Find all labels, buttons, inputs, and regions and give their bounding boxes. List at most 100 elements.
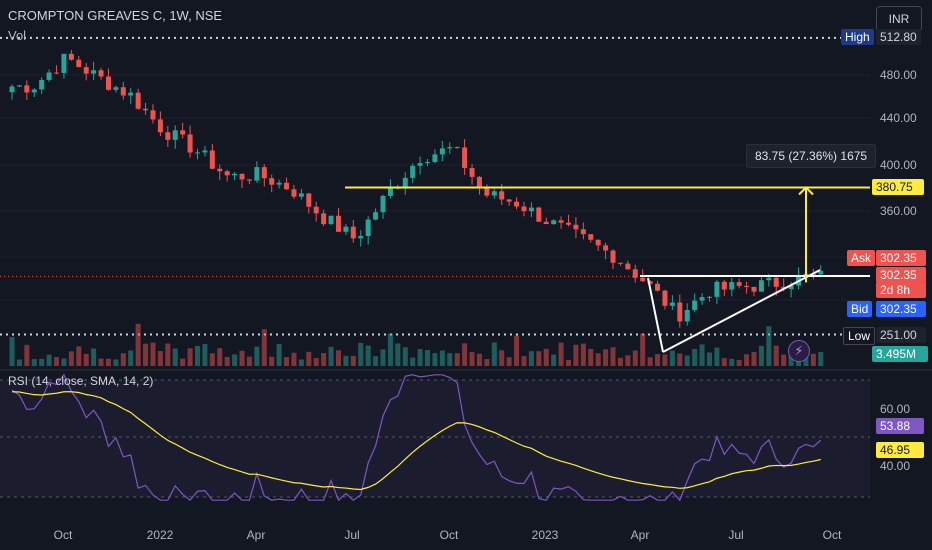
candle: [744, 285, 750, 287]
candle: [773, 277, 779, 287]
candle: [232, 173, 238, 176]
time-tick-jul-2023: Jul: [728, 528, 744, 542]
candle: [625, 263, 631, 270]
volume-bar: [818, 351, 824, 366]
volume-bar: [402, 347, 408, 366]
candle: [402, 177, 408, 188]
volume-bar: [514, 335, 520, 366]
candle: [454, 147, 460, 149]
candle: [54, 72, 60, 74]
candle: [677, 302, 683, 322]
volume-bar: [157, 351, 163, 366]
currency-button[interactable]: INR: [876, 6, 922, 32]
volume-bar: [506, 357, 512, 366]
candle: [610, 250, 616, 263]
volume-bar: [655, 354, 661, 366]
time-tick-apr-2022: Apr: [246, 528, 266, 542]
candle: [751, 286, 757, 292]
volume-bar: [729, 358, 735, 366]
volume-bar: [736, 359, 742, 366]
price-tick-360: 360.00: [880, 204, 917, 218]
volume-bar: [410, 357, 416, 366]
triangle-left-line: [647, 277, 664, 353]
volume-bar: [39, 358, 45, 366]
volume-bar: [298, 359, 304, 366]
volume-bar: [306, 351, 312, 366]
candle: [373, 212, 379, 220]
lightning-icon[interactable]: ⚡: [788, 340, 810, 362]
candle: [328, 215, 334, 225]
volume-bar: [46, 354, 52, 366]
volume-bar: [417, 349, 423, 366]
candle: [224, 171, 230, 176]
volume-bar: [261, 329, 267, 366]
volume-bar: [684, 355, 690, 366]
volume-bar: [810, 353, 816, 366]
time-tick-oct-2021: Oct: [53, 528, 73, 542]
volume-bar: [313, 358, 319, 366]
candle: [157, 119, 163, 133]
rsi-tick-40: 40.00: [880, 459, 911, 473]
volume-bar: [491, 342, 497, 366]
volume-bar: [566, 359, 571, 366]
ask-value: 302.35: [876, 250, 926, 266]
candle: [31, 89, 37, 93]
volume-bar: [128, 350, 134, 366]
candle: [536, 207, 542, 222]
candle: [818, 270, 824, 275]
volume-bar: [135, 323, 141, 366]
time-tick-oct-2022: Oct: [439, 528, 459, 542]
candle: [180, 130, 186, 135]
candle: [261, 167, 267, 179]
measure-arrow-head: [798, 186, 814, 196]
volume-bar: [558, 342, 564, 366]
volume-bar: [432, 352, 438, 366]
volume-bar: [454, 353, 460, 366]
volume-bar: [447, 353, 453, 366]
volume-bar: [365, 345, 371, 366]
volume-bar: [439, 350, 445, 366]
candle: [543, 221, 549, 225]
candle: [61, 53, 67, 73]
volume-bar: [692, 348, 698, 366]
volume-bar: [669, 350, 675, 366]
rsi-title: RSI (14, close, SMA, 14, 2): [8, 374, 154, 388]
candle: [699, 297, 705, 301]
volume-bar: [291, 352, 297, 366]
candle: [76, 59, 82, 68]
volume-bar: [632, 350, 638, 366]
volume-bar: [31, 359, 37, 366]
candle: [98, 70, 104, 77]
time-tick-apr-2023: Apr: [630, 528, 650, 542]
volume-bar: [699, 344, 705, 366]
volume-bar: [603, 349, 609, 366]
candle: [313, 206, 319, 214]
volume-bar: [269, 356, 275, 366]
candle: [506, 199, 512, 202]
bid-label: Bid: [847, 301, 873, 317]
volume-bar: [209, 353, 215, 366]
volume-bar: [662, 354, 668, 366]
volume-bar: [165, 343, 171, 366]
volume-bar: [68, 351, 74, 366]
volume-label: Vol: [8, 28, 27, 43]
candle: [462, 147, 468, 169]
volume-bar: [91, 348, 97, 366]
rsi-tick-60: 60.00: [880, 402, 911, 416]
chart-title: CROMPTON GREAVES C, 1W, NSE: [8, 8, 223, 23]
time-tick-oct-2023: Oct: [822, 528, 842, 542]
candle: [558, 220, 564, 223]
candle: [46, 72, 52, 80]
volume-bar: [98, 358, 104, 366]
volume-bar: [195, 345, 200, 366]
candle: [662, 290, 668, 306]
candle: [588, 234, 594, 240]
candle: [91, 70, 97, 74]
ask-label: Ask: [847, 250, 876, 266]
volume-bar: [588, 348, 594, 366]
candle: [580, 229, 586, 235]
volume-bar: [180, 358, 186, 366]
volume-bar: [610, 347, 616, 366]
candle: [758, 280, 764, 292]
